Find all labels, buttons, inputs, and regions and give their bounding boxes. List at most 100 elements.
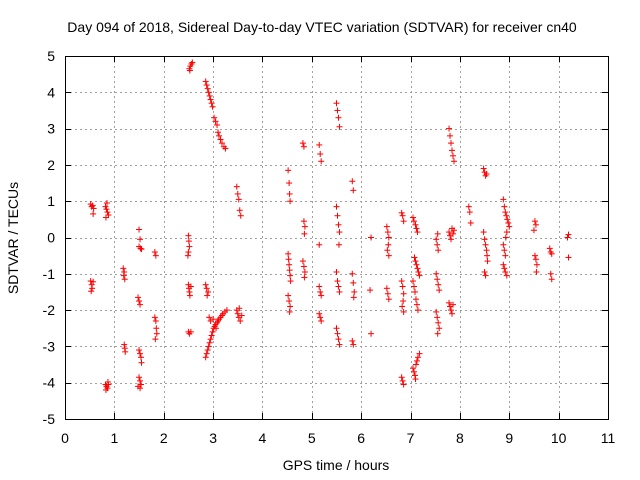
- data-point: [136, 374, 143, 381]
- data-point: [151, 314, 158, 321]
- data-point: [334, 330, 341, 337]
- data-point: [333, 325, 340, 332]
- data-point: [122, 348, 129, 355]
- data-point: [186, 292, 193, 299]
- data-point: [481, 268, 488, 275]
- data-point: [102, 203, 109, 210]
- data-point: [90, 205, 97, 212]
- data-point: [502, 268, 509, 275]
- data-point: [546, 245, 553, 252]
- data-point: [334, 278, 341, 285]
- data-point: [333, 268, 340, 275]
- data-point: [209, 328, 216, 335]
- data-point: [434, 314, 441, 321]
- data-point: [205, 343, 212, 350]
- data-point: [502, 252, 509, 259]
- data-point: [287, 272, 294, 279]
- data-point: [416, 350, 423, 357]
- data-point: [501, 203, 508, 210]
- data-point: [285, 250, 292, 257]
- data-point: [412, 258, 419, 265]
- x-tick-label: 10: [551, 430, 567, 446]
- data-point: [448, 236, 455, 243]
- data-point: [503, 212, 510, 219]
- data-point: [413, 301, 420, 308]
- data-point: [300, 143, 307, 150]
- data-point: [333, 100, 340, 107]
- data-point: [483, 247, 490, 254]
- data-point: [446, 299, 453, 306]
- data-point: [400, 218, 407, 225]
- data-point: [316, 141, 323, 148]
- data-point: [205, 288, 212, 295]
- data-point: [135, 294, 142, 301]
- data-point: [318, 292, 325, 299]
- data-point: [137, 301, 144, 308]
- data-point: [203, 350, 210, 357]
- data-point: [435, 247, 442, 254]
- data-point: [285, 292, 292, 299]
- y-tick-label: -2: [43, 302, 56, 318]
- data-point: [207, 96, 214, 103]
- data-point: [301, 268, 308, 275]
- data-point: [286, 267, 293, 274]
- data-point: [502, 209, 509, 216]
- data-point: [205, 89, 212, 96]
- data-point: [414, 354, 421, 361]
- data-point: [399, 303, 406, 310]
- data-point: [120, 272, 127, 279]
- data-point: [506, 223, 513, 230]
- y-axis-label: SDTVAR / TECUs: [5, 182, 21, 294]
- data-point: [301, 230, 308, 237]
- x-tick-label: 4: [259, 430, 267, 446]
- data-point: [218, 140, 225, 147]
- data-point: [152, 317, 159, 324]
- data-point: [398, 374, 405, 381]
- data-point: [411, 218, 418, 225]
- data-point: [349, 178, 356, 185]
- data-point: [317, 314, 324, 321]
- data-point: [286, 298, 293, 305]
- data-point: [236, 207, 243, 214]
- data-point: [350, 341, 357, 348]
- data-point: [318, 317, 325, 324]
- data-point: [532, 256, 539, 263]
- data-point: [102, 214, 109, 221]
- data-point: [214, 121, 221, 128]
- data-point: [299, 140, 306, 147]
- data-point: [411, 283, 418, 290]
- data-point: [336, 229, 343, 236]
- x-tick-label: 1: [110, 430, 118, 446]
- x-tick-label: 6: [357, 430, 365, 446]
- data-point: [505, 219, 512, 226]
- data-point: [237, 317, 244, 324]
- data-point: [301, 274, 308, 281]
- data-point: [217, 136, 224, 143]
- chart-title: Day 094 of 2018, Sidereal Day-to-day VTE…: [67, 19, 577, 35]
- data-point: [316, 241, 323, 248]
- data-point: [416, 272, 423, 279]
- data-point: [398, 278, 405, 285]
- data-point: [286, 180, 293, 187]
- data-point: [350, 279, 357, 286]
- data-point: [434, 276, 441, 283]
- data-point: [484, 252, 491, 259]
- data-point: [399, 283, 406, 290]
- data-point: [223, 307, 230, 314]
- y-tick-label: 4: [47, 84, 55, 100]
- data-point: [532, 221, 539, 228]
- data-point: [482, 272, 489, 279]
- data-point: [533, 261, 540, 268]
- data-point: [504, 216, 511, 223]
- data-point: [410, 278, 417, 285]
- data-point: [448, 140, 455, 147]
- data-point: [414, 307, 421, 314]
- data-point: [548, 250, 555, 257]
- data-point: [301, 223, 308, 230]
- data-point: [400, 290, 407, 297]
- data-point: [384, 229, 391, 236]
- data-point: [335, 241, 342, 248]
- data-point: [481, 236, 488, 243]
- data-point: [208, 332, 215, 339]
